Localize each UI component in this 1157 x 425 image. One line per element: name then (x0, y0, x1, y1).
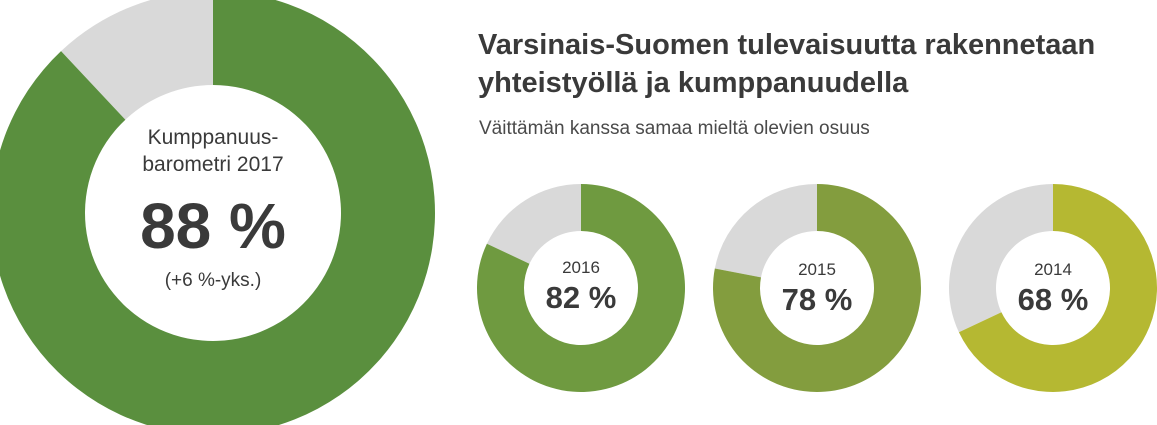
donut-2014-value-label: 68 % (1018, 282, 1089, 317)
donut-main: Kumppanuus- barometri 2017 88 % (+6 %-yk… (0, 0, 435, 425)
donut-main-change-label: (+6 %-yks.) (165, 270, 262, 291)
donut-2016-value-segment (477, 184, 686, 393)
donut-main-label-line2: barometri 2017 (142, 153, 283, 176)
donut-2015-value-label: 78 % (782, 282, 853, 317)
donut-2016: 2016 82 % (477, 184, 686, 393)
donut-2016-value-label: 82 % (546, 280, 617, 315)
donut-2014: 2014 68 % (949, 184, 1157, 392)
donut-2016-remainder-segment (486, 184, 581, 264)
donut-main-label-line1: Kumppanuus- (148, 126, 279, 149)
page-title: Varsinais-Suomen tulevaisuutta rakenneta… (478, 29, 1096, 99)
donut-2015: 2015 78 % (713, 184, 921, 392)
donut-2015-remainder-segment (714, 184, 817, 278)
donut-2014-year-label: 2014 (1034, 260, 1072, 279)
donut-2015-value-segment (713, 184, 921, 392)
donut-2014-remainder-segment (949, 184, 1053, 333)
donut-main-value-segment (0, 0, 435, 425)
donut-main-remainder-segment (61, 0, 213, 120)
donut-2015-year-label: 2015 (798, 260, 836, 279)
donut-main-value-label: 88 % (140, 190, 286, 262)
page-subtitle: Väittämän kanssa samaa mieltä olevien os… (479, 118, 870, 139)
donut-2014-value-segment (958, 184, 1157, 392)
donut-2016-year-label: 2016 (562, 258, 600, 277)
